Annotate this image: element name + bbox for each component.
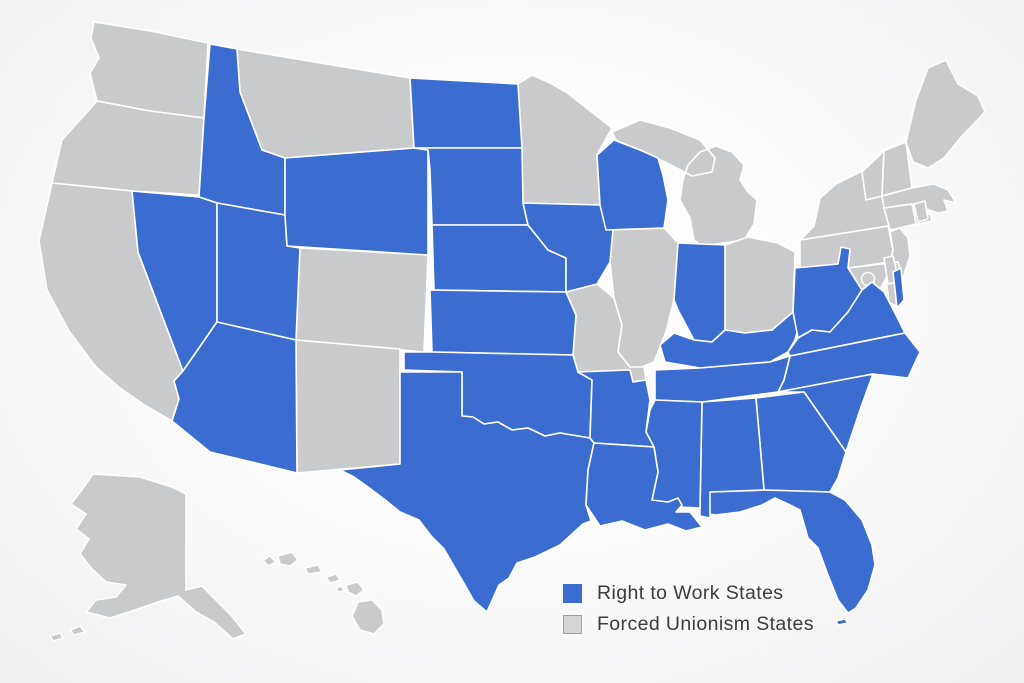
legend-item-rtw: Right to Work States [563,582,814,605]
state-co [295,247,429,353]
state-fl [691,489,876,626]
state-or [51,100,205,196]
state-az [171,321,298,474]
state-ks [429,289,577,356]
state-ct [883,203,917,231]
state-nd [409,77,523,149]
state-in [673,242,726,343]
state-ar [577,369,655,448]
state-la [585,442,703,532]
state-mt [236,48,415,159]
state-ri [913,200,929,223]
state-nh [881,141,913,197]
rtw-swatch-icon [563,584,582,603]
states-group [38,21,986,642]
legend-item-forced: Forced Unionism States [563,613,814,636]
state-wy [284,147,429,256]
legend-label-forced: Forced Unionism States [597,613,814,635]
state-sd [413,147,529,226]
state-mn [517,74,613,206]
forced-swatch-icon [563,615,582,634]
state-wi [596,139,669,231]
legend: Right to Work States Forced Unionism Sta… [563,582,814,636]
legend-label-rtw: Right to Work States [597,582,784,604]
state-al [699,397,765,519]
state-ak [49,473,247,642]
state-tx [339,371,595,613]
state-me [905,59,986,169]
state-nm [295,339,401,474]
state-hi [262,551,385,635]
state-vt [861,150,885,201]
